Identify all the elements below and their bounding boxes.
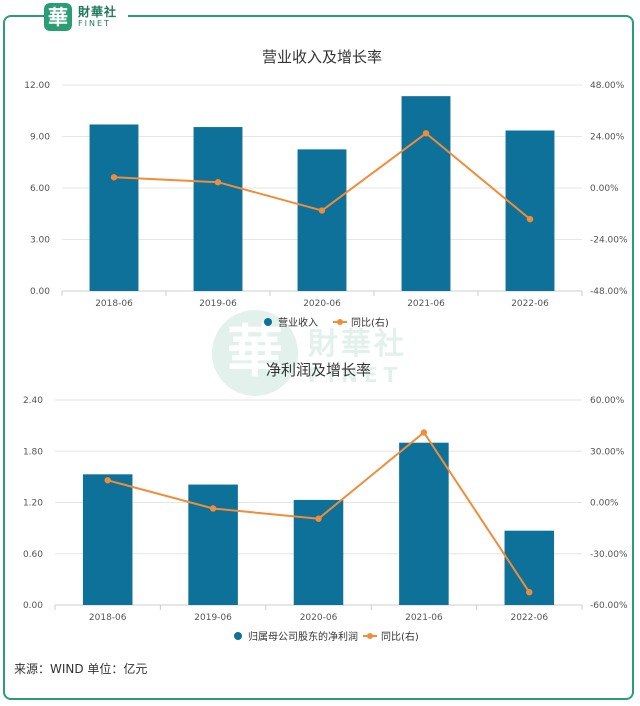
y-tick-label: 1.80: [23, 447, 43, 457]
x-tick-label: 2018-06: [89, 613, 127, 623]
y2-tick-label: 30.00%: [590, 447, 625, 457]
y-tick-label: 1.20: [23, 499, 43, 509]
chart-frame: [3, 15, 634, 700]
x-tick-label: 2019-06: [194, 613, 232, 623]
line-point: [104, 477, 111, 484]
legend-line-label: 同比(右): [381, 630, 419, 643]
bar: [188, 484, 238, 605]
line-point: [110, 174, 118, 181]
legend-line-dot: [337, 319, 343, 325]
y-tick-label: 3.00: [30, 236, 50, 246]
line-point: [315, 515, 322, 522]
logo-en-text: FINET: [78, 19, 111, 28]
finet-logo-icon: 華: [44, 3, 72, 31]
chart-title: 营业收入及增长率: [262, 48, 382, 66]
y-tick-label: 6.00: [30, 184, 50, 194]
y2-tick-label: -48.00%: [590, 287, 628, 297]
finet-logo: 華 財華社 FINET: [44, 0, 128, 34]
legend-line-label: 同比(右): [351, 316, 389, 329]
y-tick-label: 0.60: [23, 550, 43, 560]
bar: [82, 474, 133, 605]
y-tick-label: 2.40: [23, 396, 43, 406]
bar: [505, 130, 555, 291]
bar: [297, 149, 347, 291]
x-tick-label: 2020-06: [303, 299, 341, 309]
bar: [193, 127, 243, 291]
y2-tick-label: 24.00%: [590, 133, 625, 143]
y2-tick-label: 60.00%: [590, 396, 625, 406]
x-tick-label: 2020-06: [300, 613, 338, 623]
bar: [399, 442, 449, 605]
x-tick-label: 2022-06: [511, 299, 549, 309]
y-tick-label: 9.00: [30, 133, 50, 143]
legend-bar-marker: [264, 318, 272, 326]
logo-cn-text: 財華社: [78, 5, 118, 19]
y-tick-label: 0.00: [30, 287, 50, 297]
bar: [401, 96, 451, 292]
line-point: [209, 505, 217, 512]
y2-tick-label: 0.00%: [590, 499, 619, 509]
legend-line-dot: [367, 633, 373, 639]
y2-tick-label: 0.00%: [590, 184, 619, 194]
source-note: 来源：WIND 单位：亿元: [14, 662, 148, 676]
y-tick-label: 12.00: [24, 81, 50, 91]
x-tick-label: 2018-06: [95, 299, 133, 309]
line-point: [526, 215, 534, 223]
line-point: [214, 179, 222, 186]
x-tick-label: 2019-06: [199, 299, 237, 309]
y2-tick-label: -24.00%: [590, 236, 628, 246]
legend-bar-label: 营业收入: [278, 316, 318, 329]
x-tick-label: 2021-06: [405, 613, 443, 623]
legend-bar-label: 归属母公司股东的净利润: [248, 630, 358, 643]
y2-tick-label: -30.00%: [590, 550, 628, 560]
y2-tick-label: 48.00%: [590, 81, 625, 91]
y-tick-label: 0.00: [23, 601, 43, 611]
line-point: [526, 588, 533, 596]
bar: [89, 124, 139, 291]
legend-bar-marker: [234, 632, 242, 640]
line-point: [422, 130, 430, 137]
y2-tick-label: -60.00%: [590, 601, 628, 611]
line-point: [318, 207, 326, 214]
x-tick-label: 2021-06: [407, 299, 445, 309]
line-point: [420, 429, 428, 436]
x-tick-label: 2022-06: [510, 613, 548, 623]
chart-title: 净利润及增长率: [266, 361, 371, 379]
